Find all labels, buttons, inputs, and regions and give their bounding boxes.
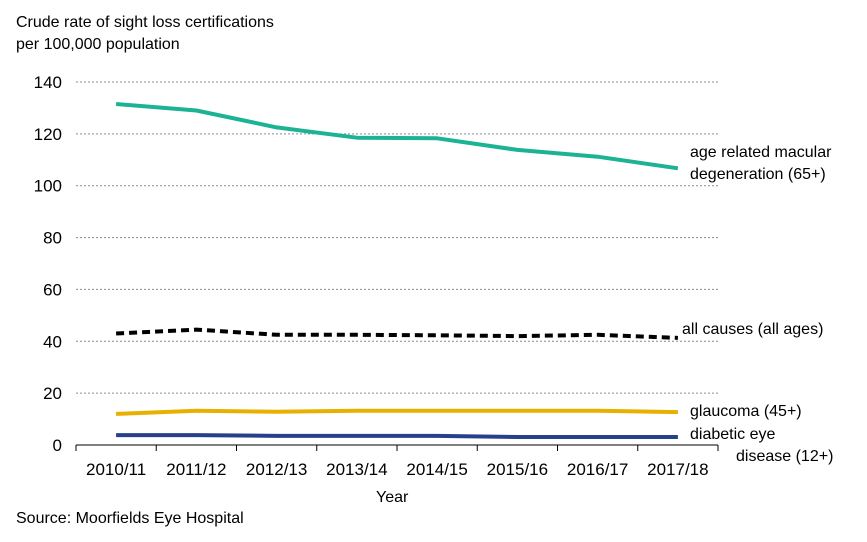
y-tick-label: 80 (43, 229, 62, 248)
y-tick-label: 120 (34, 125, 62, 144)
series-line-1 (116, 327, 678, 340)
series-line-2 (116, 408, 678, 416)
series-label-amd-line1: age related macular (690, 144, 832, 161)
y-axis-title-line2: per 100,000 population (16, 36, 180, 53)
y-axis-title: Crude rate of sight loss certifications … (16, 12, 274, 56)
source-note: Source: Moorfields Eye Hospital (16, 510, 244, 527)
x-tick-label: 2012/13 (246, 460, 307, 479)
y-tick-label: 40 (43, 332, 62, 351)
x-tick-label: 2015/16 (487, 460, 548, 479)
x-tick-label: 2014/15 (406, 460, 467, 479)
series-label-diabetic-line1: diabetic eye (690, 426, 776, 443)
y-tick-label: 60 (43, 280, 62, 299)
series-line-0 (115, 102, 679, 171)
x-tick-label: 2013/14 (326, 460, 387, 479)
x-tick-label: 2017/18 (647, 460, 708, 479)
series-line-3 (116, 433, 678, 439)
series-label-amd: age related macular degeneration (65+) (690, 142, 831, 186)
x-axis-title: Year (376, 489, 409, 506)
y-axis-title-line1: Crude rate of sight loss certifications (16, 14, 274, 31)
series-label-amd-line2: degeneration (65+) (690, 166, 826, 183)
series-label-all-causes: all causes (all ages) (682, 321, 824, 338)
series-label-diabetic-line2: disease (12+) (736, 448, 834, 465)
series-label-diabetic: diabetic eye disease (12+) (690, 424, 833, 468)
x-tick-label: 2010/11 (86, 460, 146, 479)
y-tick-label: 140 (34, 73, 62, 92)
y-tick-label: 20 (43, 384, 62, 403)
y-tick-label: 100 (34, 177, 62, 196)
y-tick-label: 0 (53, 436, 62, 455)
series-label-glaucoma: glaucoma (45+) (690, 403, 802, 420)
x-tick-label: 2016/17 (567, 460, 628, 479)
x-tick-label: 2011/12 (166, 460, 226, 479)
